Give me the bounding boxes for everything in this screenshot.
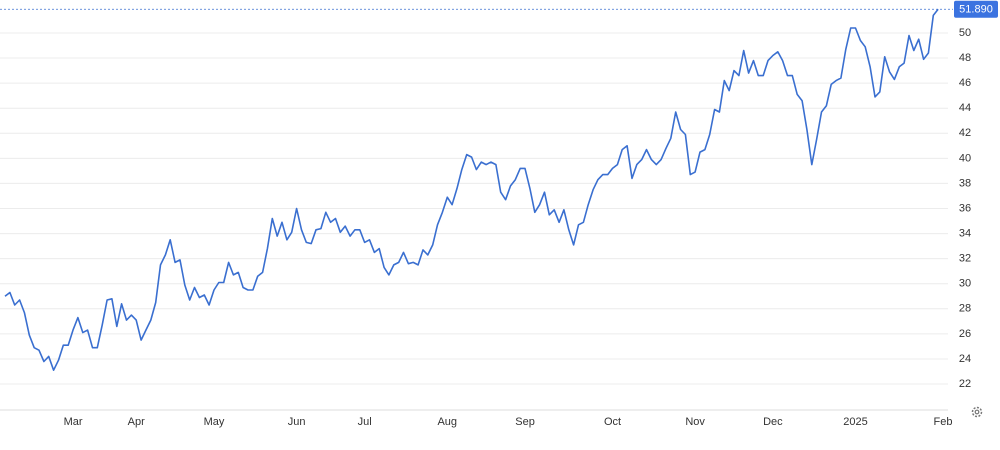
y-tick-label: 30 (959, 278, 971, 290)
y-tick-label: 50 (959, 27, 971, 39)
y-tick-label: 42 (959, 127, 971, 139)
x-tick-label: Oct (604, 416, 621, 428)
x-tick-label: Aug (437, 416, 457, 428)
y-tick-label: 32 (959, 253, 971, 265)
x-tick-label: Apr (128, 416, 145, 428)
y-tick-label: 28 (959, 303, 971, 315)
x-tick-label: Jul (358, 416, 372, 428)
y-tick-label: 40 (959, 152, 971, 164)
y-tick-label: 34 (959, 227, 971, 239)
current-price-label: 51.890 (959, 4, 993, 16)
x-tick-label: Nov (685, 416, 705, 428)
x-tick-label: Sep (515, 416, 535, 428)
current-price-box (954, 0, 998, 18)
x-tick-label: Dec (763, 416, 783, 428)
y-tick-label: 22 (959, 378, 971, 390)
y-tick-label: 44 (959, 102, 971, 114)
x-tick-label: Mar (64, 416, 83, 428)
y-tick-label: 36 (959, 202, 971, 214)
y-tick-label: 38 (959, 177, 971, 189)
price-line (4, 8, 939, 371)
x-tick-label: Jun (288, 416, 306, 428)
x-tick-label: 2025 (843, 416, 867, 428)
y-tick-label: 24 (959, 353, 971, 365)
y-tick-label: 46 (959, 77, 971, 89)
y-tick-label: 48 (959, 52, 971, 64)
y-tick-label: 26 (959, 328, 971, 340)
settings-icon[interactable] (971, 406, 983, 418)
x-tick-label: Feb (934, 416, 953, 428)
x-tick-label: May (204, 416, 225, 428)
